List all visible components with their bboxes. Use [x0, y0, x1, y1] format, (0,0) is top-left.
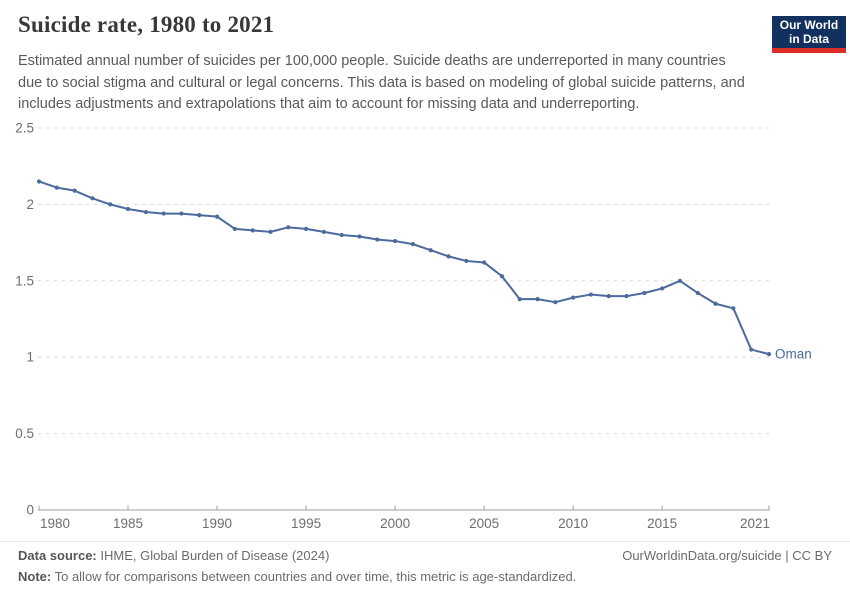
data-source-label: Data source: [18, 548, 97, 563]
data-point[interactable] [464, 258, 469, 264]
data-point[interactable] [36, 179, 42, 184]
owid-logo-line1: Our World [779, 18, 839, 32]
data-point[interactable] [286, 225, 291, 230]
series-label-oman[interactable]: Oman [775, 347, 812, 362]
data-point[interactable] [143, 209, 148, 215]
x-axis-tick-label: 2000 [380, 516, 410, 531]
y-axis-tick-label: 0 [26, 503, 34, 518]
data-point[interactable] [499, 274, 505, 279]
data-point[interactable] [766, 352, 772, 357]
x-axis-tick-label: 1985 [113, 516, 143, 531]
x-axis-tick-label: 1995 [291, 516, 321, 531]
chart-subtitle: Estimated annual number of suicides per … [18, 53, 745, 112]
data-point[interactable] [214, 214, 220, 219]
data-point[interactable] [695, 290, 700, 296]
data-point[interactable] [446, 254, 451, 259]
data-point[interactable] [517, 297, 522, 302]
footer-divider [0, 541, 850, 542]
x-axis-tick-label: 2010 [558, 516, 588, 531]
data-point[interactable] [268, 229, 273, 235]
y-axis-tick-label: 2 [26, 197, 34, 212]
data-point[interactable] [357, 234, 362, 239]
data-point[interactable] [553, 300, 558, 305]
y-axis-tick-label: 1.5 [15, 273, 34, 288]
data-point[interactable] [624, 293, 629, 299]
data-point[interactable] [588, 292, 594, 297]
owid-logo-line2: in Data [788, 32, 829, 46]
data-point[interactable] [535, 297, 540, 302]
data-point[interactable] [54, 185, 59, 190]
y-axis-tick-label: 1 [26, 350, 34, 365]
x-axis-tick-label: 2021 [740, 516, 770, 531]
data-point[interactable] [375, 237, 380, 242]
page-title: Suicide rate, 1980 to 2021 [18, 12, 275, 37]
data-point[interactable] [606, 293, 611, 299]
data-point[interactable] [108, 202, 113, 207]
owid-logo[interactable]: Our World in Data [772, 16, 846, 53]
footer-note-line: Note: To allow for comparisons between c… [18, 569, 832, 584]
data-point[interactable] [410, 242, 416, 247]
data-point[interactable] [321, 229, 326, 235]
data-point[interactable] [197, 212, 202, 218]
data-point[interactable] [303, 226, 309, 231]
data-point[interactable] [179, 211, 184, 216]
data-point[interactable] [571, 295, 576, 300]
data-point[interactable] [482, 260, 487, 265]
x-axis-tick-label: 1990 [202, 516, 232, 531]
data-point[interactable] [72, 188, 77, 193]
data-point[interactable] [749, 347, 754, 352]
data-line-oman[interactable] [38, 180, 770, 356]
footer-rights-link[interactable]: OurWorldinData.org/suicide | CC BY [622, 548, 832, 563]
data-point[interactable] [428, 248, 433, 253]
data-point[interactable] [161, 211, 166, 216]
note-label: Note: [18, 569, 52, 584]
data-point[interactable] [339, 232, 344, 238]
data-point[interactable] [677, 278, 683, 283]
data-point[interactable] [642, 290, 647, 296]
data-point[interactable] [731, 306, 736, 311]
data-point[interactable] [392, 238, 398, 244]
data-point[interactable] [90, 196, 95, 201]
data-source-text: IHME, Global Burden of Disease (2024) [96, 548, 330, 563]
x-axis-tick-label: 2015 [647, 516, 677, 531]
x-axis-tick-label: 1980 [40, 516, 70, 531]
y-axis-tick-label: 0.5 [15, 426, 34, 441]
data-point[interactable] [125, 206, 131, 212]
data-point[interactable] [232, 226, 237, 231]
data-point[interactable] [250, 228, 255, 233]
footer-source-line: OurWorldinData.org/suicide | CC BY Data … [18, 548, 832, 563]
note-text: To allow for comparisons between countri… [51, 569, 577, 584]
data-point[interactable] [713, 301, 718, 306]
y-axis-tick-label: 2.5 [15, 121, 34, 136]
x-axis-tick-label: 2005 [469, 516, 499, 531]
data-point[interactable] [660, 286, 665, 291]
